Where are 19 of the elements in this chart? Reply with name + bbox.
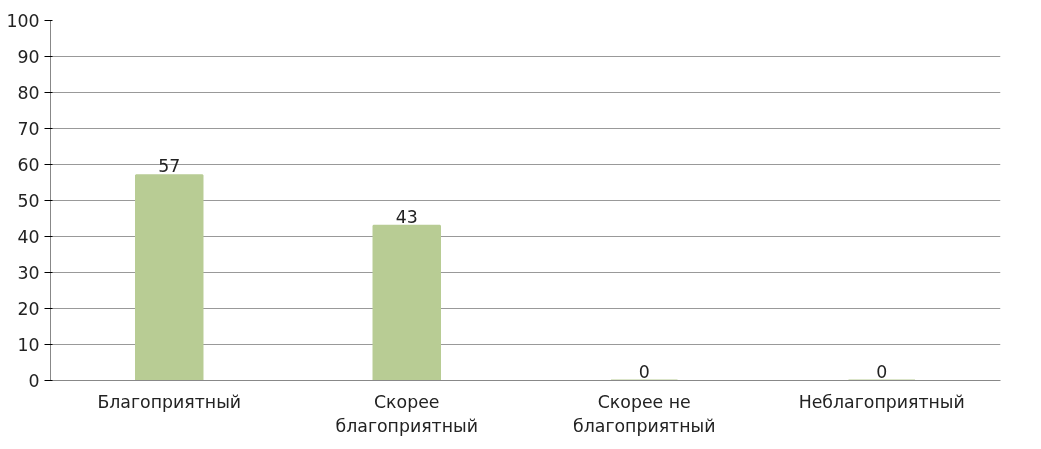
y-tick-label: 70 xyxy=(17,119,40,139)
y-tick-label: 20 xyxy=(17,299,40,319)
x-tick-label: Неблагоприятный xyxy=(798,391,965,412)
x-tick-label: Скорее не благоприятный xyxy=(573,391,716,436)
y-tick-label: 90 xyxy=(17,47,40,67)
data-label: 0 xyxy=(638,361,650,382)
x-tick-label: Благоприятный xyxy=(97,391,242,412)
y-tick-label: 100 xyxy=(6,11,40,31)
x-tick-label: Скорее благоприятный xyxy=(335,391,478,436)
data-label: 43 xyxy=(395,206,418,227)
y-tick-label: 50 xyxy=(17,191,40,211)
y-tick-label: 60 xyxy=(17,155,40,175)
y-tick-label: 40 xyxy=(17,227,40,247)
data-label: 0 xyxy=(876,361,888,382)
data-label: 57 xyxy=(158,156,181,177)
y-tick-label: 10 xyxy=(17,335,40,355)
y-tick-label: 80 xyxy=(17,83,40,103)
y-tick-label: 30 xyxy=(17,263,40,283)
y-tick-label: 0 xyxy=(28,371,40,391)
